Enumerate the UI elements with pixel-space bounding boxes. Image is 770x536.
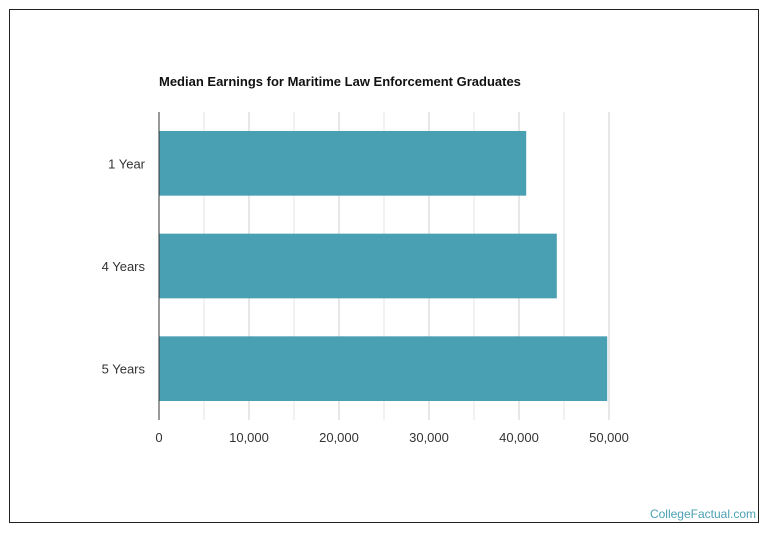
chart-title: Median Earnings for Maritime Law Enforce… (159, 74, 521, 89)
category-label: 5 Years (102, 362, 146, 377)
bar[interactable] (159, 130, 527, 196)
x-tick-label: 10,000 (229, 430, 269, 445)
category-labels: 1 Year 4 Years 5 Years (102, 156, 146, 376)
category-label: 4 Years (102, 259, 146, 274)
x-tick-labels: 0 10,000 20,000 30,000 40,000 50,000 (155, 430, 629, 445)
x-tick-label: 30,000 (409, 430, 449, 445)
bar[interactable] (159, 233, 557, 299)
x-tick-label: 50,000 (589, 430, 629, 445)
x-tick-label: 40,000 (499, 430, 539, 445)
source-credit[interactable]: CollegeFactual.com (649, 507, 756, 521)
category-label: 1 Year (108, 156, 146, 171)
bars (159, 130, 608, 402)
bar[interactable] (159, 336, 608, 402)
x-tick-label: 20,000 (319, 430, 359, 445)
chart-frame (9, 9, 759, 523)
x-tick-label: 0 (155, 430, 162, 445)
